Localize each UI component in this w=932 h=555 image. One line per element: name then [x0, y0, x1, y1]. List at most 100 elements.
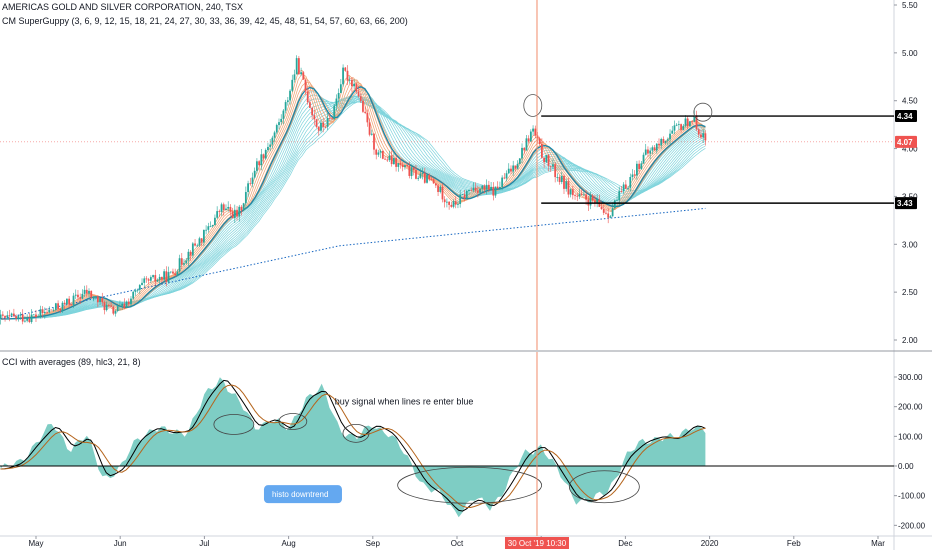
candle-body [77, 294, 79, 298]
candle-body [262, 154, 265, 159]
candle-body [468, 189, 470, 191]
cci-area [0, 377, 706, 518]
candle-body [404, 165, 406, 168]
candle-body [379, 150, 382, 153]
candle-body [337, 92, 340, 99]
candle-body [267, 146, 269, 151]
indicator-legend: CM SuperGuppy (3, 6, 9, 12, 15, 18, 21, … [2, 16, 408, 26]
candle-body [1, 314, 4, 316]
candle-body [483, 185, 486, 190]
candle-body [103, 302, 106, 311]
candle-body [412, 167, 415, 170]
candle-body [695, 115, 698, 130]
guppy-slow-line [0, 98, 706, 320]
candle-body [465, 190, 468, 199]
candle-body [532, 128, 534, 132]
candle-body [225, 208, 227, 210]
candle-body [107, 305, 110, 306]
guppy-slow-line [0, 99, 706, 320]
candle-body [61, 302, 64, 311]
candle-body [231, 211, 234, 219]
highlight-ellipse [397, 466, 543, 504]
candle-body [138, 285, 141, 290]
candle-body [459, 194, 462, 205]
candle-body [636, 163, 638, 176]
candle-body [591, 195, 594, 201]
candle-body [576, 195, 579, 197]
candle-body [534, 128, 537, 136]
candle-body [406, 165, 409, 166]
candle-body [324, 126, 327, 128]
candle-body [432, 179, 435, 184]
candle-body [607, 213, 610, 218]
candle-body [21, 314, 24, 322]
candle-body [368, 122, 371, 135]
candle-body [510, 168, 512, 172]
candle-body [24, 320, 26, 322]
candle-body [123, 303, 126, 308]
candle-body [286, 100, 289, 103]
candle-body [242, 203, 245, 211]
candle-body [141, 282, 143, 286]
guppy-slow-line [0, 95, 706, 320]
candle-body [211, 225, 214, 227]
candle-body [194, 243, 196, 246]
candle-body [529, 131, 532, 142]
candle-body [105, 305, 108, 311]
candle-body [154, 275, 157, 282]
cci-tick-label: 300.00 [898, 373, 923, 382]
candle-body [200, 238, 203, 243]
candle-body [37, 316, 40, 318]
candle-body [68, 298, 71, 305]
candle-body [121, 303, 124, 306]
candle-body [264, 150, 267, 159]
candle-body [269, 144, 272, 147]
candle-body [112, 306, 115, 314]
x-tick-label: Aug [281, 539, 295, 548]
highlight-ellipse [342, 423, 370, 443]
cci-tick-label: 200.00 [898, 403, 923, 412]
crosshair-time-label: 30 Oct '19 10:30 [508, 539, 567, 548]
candle-body [472, 187, 475, 191]
candle-body [81, 293, 84, 299]
candle-body [359, 96, 362, 101]
candle-body [450, 204, 453, 207]
candle-body [439, 186, 442, 192]
candle-body [611, 208, 614, 217]
candle-body [647, 149, 649, 154]
candle-body [638, 163, 641, 170]
candle-body [152, 275, 154, 278]
cci-tick-label: -200.00 [898, 521, 926, 530]
price-tick-label: 3.50 [902, 192, 918, 201]
candle-body [315, 119, 318, 127]
candle-body [443, 199, 446, 203]
candle-body [244, 192, 247, 204]
cci-fast-average [0, 379, 706, 512]
candle-body [161, 276, 163, 280]
guppy-slow-line [0, 98, 706, 320]
candle-body [370, 133, 373, 135]
guppy-bands [0, 69, 706, 320]
candle-body [19, 314, 22, 316]
candle-body [644, 149, 647, 155]
candle-body [373, 133, 375, 150]
candle-body [339, 84, 342, 93]
candle-body [485, 184, 488, 190]
candle-body [79, 297, 82, 299]
candle-body [543, 157, 546, 163]
candle-body [399, 163, 402, 165]
candle-body [149, 277, 152, 281]
candle-body [59, 308, 62, 311]
candle-body [410, 167, 413, 176]
candle-body [627, 187, 629, 189]
candle-body [297, 58, 300, 75]
x-tick-label: 2020 [701, 539, 719, 548]
candle-body [605, 212, 607, 214]
candle-body [629, 176, 632, 188]
highlight-ellipse [523, 94, 543, 117]
candle-body [505, 173, 508, 179]
candle-body [119, 305, 121, 307]
candles [0, 55, 707, 325]
